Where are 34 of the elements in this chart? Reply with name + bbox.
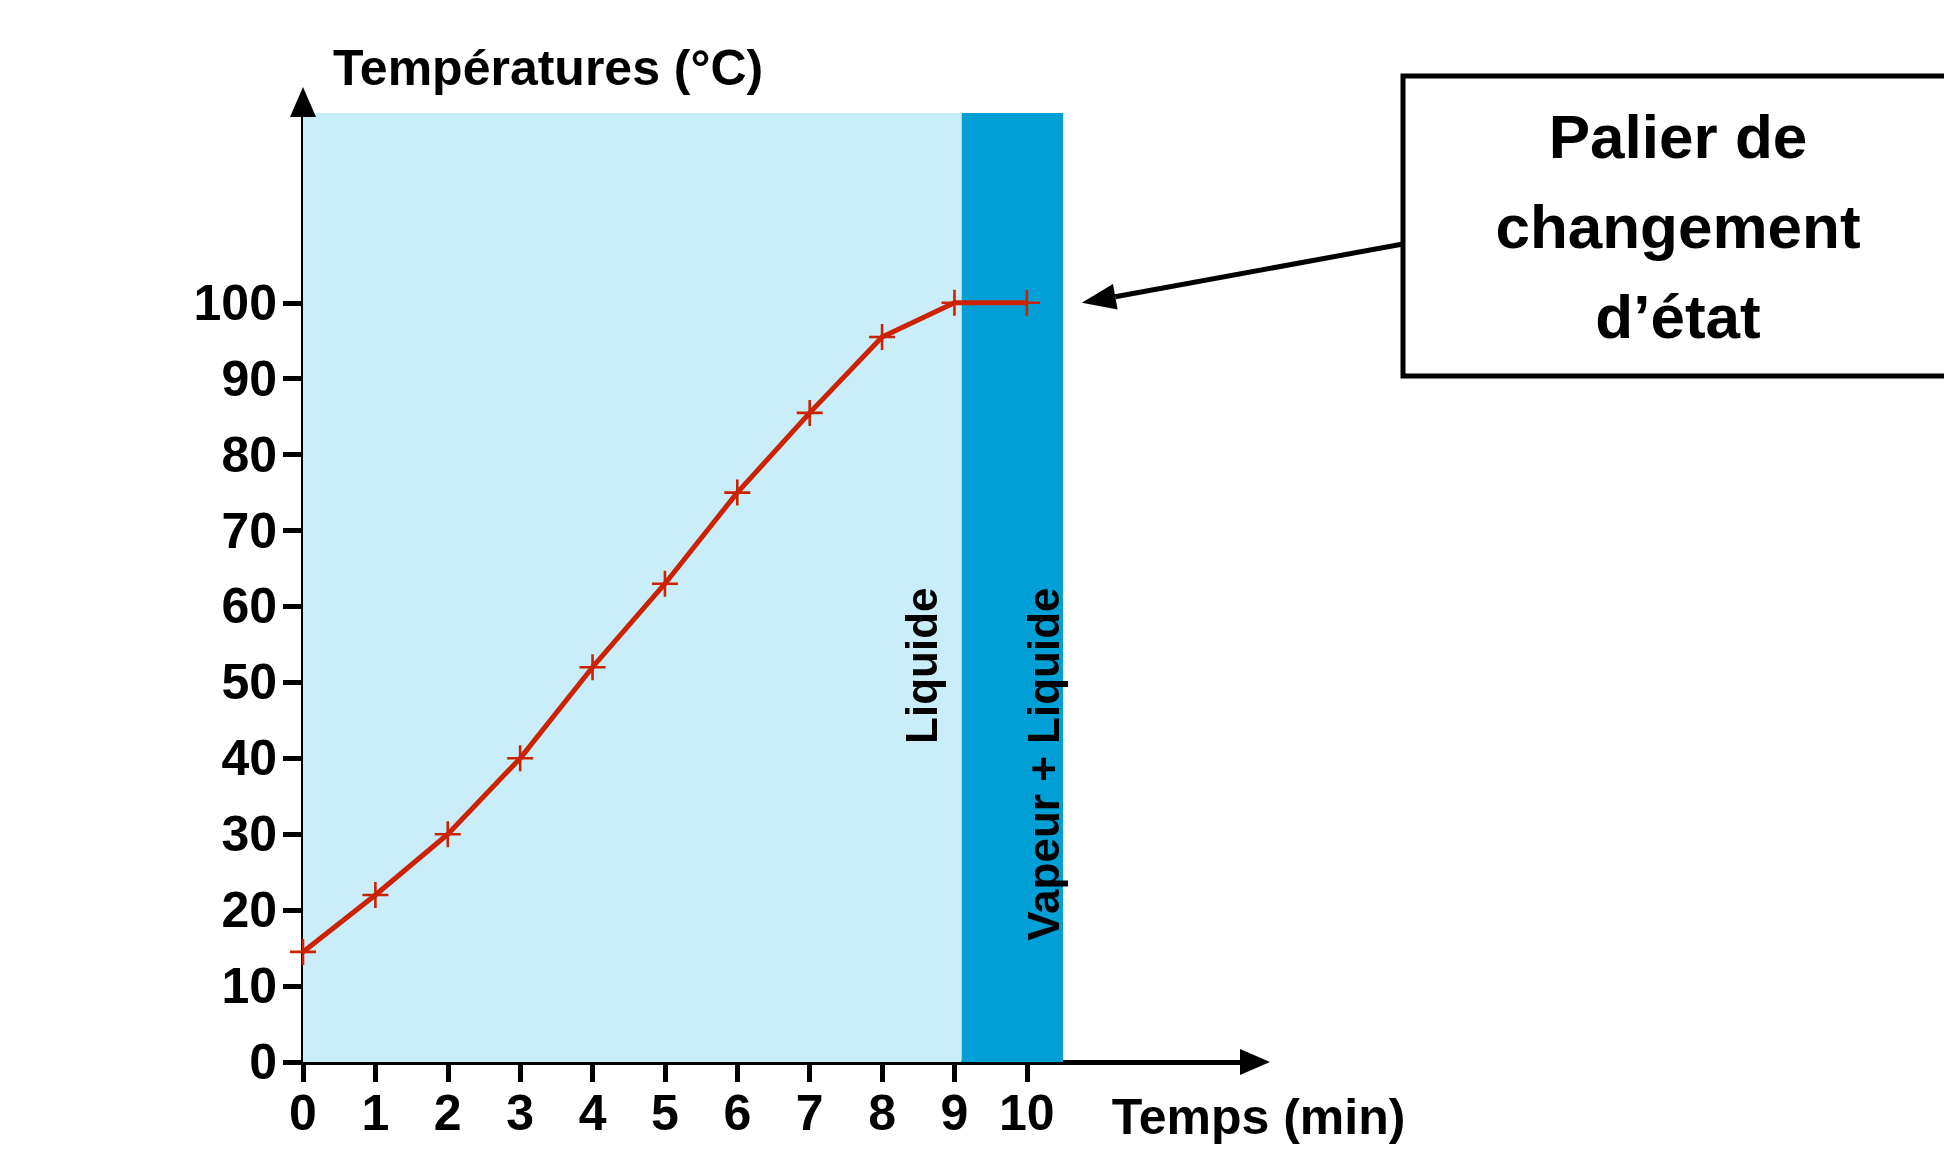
y-tick-label: 80: [221, 426, 277, 483]
point: [651, 570, 678, 597]
x-axis-title: Temps (min): [1111, 1089, 1406, 1145]
y-tick-label: 30: [221, 806, 277, 863]
y-tick-label: 20: [221, 882, 277, 939]
y-tick-label: 70: [221, 502, 277, 559]
x-tick-label: 0: [289, 1085, 317, 1141]
x-tick-label: 1: [361, 1085, 390, 1141]
band-label: Vapeur + Liquide: [1018, 587, 1068, 941]
point: [362, 881, 389, 908]
point: [579, 654, 606, 681]
x-tick-label: 4: [578, 1085, 607, 1141]
text: Palier de changement d’état: [1495, 101, 1861, 351]
y-tick-label: 40: [221, 730, 277, 787]
y-tick-label: 0: [249, 1034, 277, 1090]
y-axis-title: Températures (°C): [333, 40, 764, 96]
x-tick-label: 2: [433, 1085, 462, 1141]
x-tick-label: 6: [723, 1085, 752, 1141]
point: [796, 399, 823, 426]
x-tick-label: 10: [999, 1085, 1055, 1141]
x-tick-label: 9: [940, 1085, 969, 1141]
x-tick-label: 7: [795, 1085, 824, 1141]
y-tick-label: 90: [221, 350, 277, 407]
y-tick-label: 10: [221, 958, 277, 1015]
y-tick-label: 50: [221, 654, 277, 711]
y-tick-label: 100: [193, 274, 277, 331]
point: [724, 479, 751, 506]
x-tick-label: 3: [506, 1085, 535, 1141]
x-tick-label: 5: [651, 1085, 679, 1141]
band-label: Liquide: [897, 587, 947, 744]
x-tick-label: 8: [868, 1085, 896, 1141]
point: [434, 821, 461, 848]
y-tick-label: 60: [221, 578, 277, 635]
point: [507, 745, 534, 772]
